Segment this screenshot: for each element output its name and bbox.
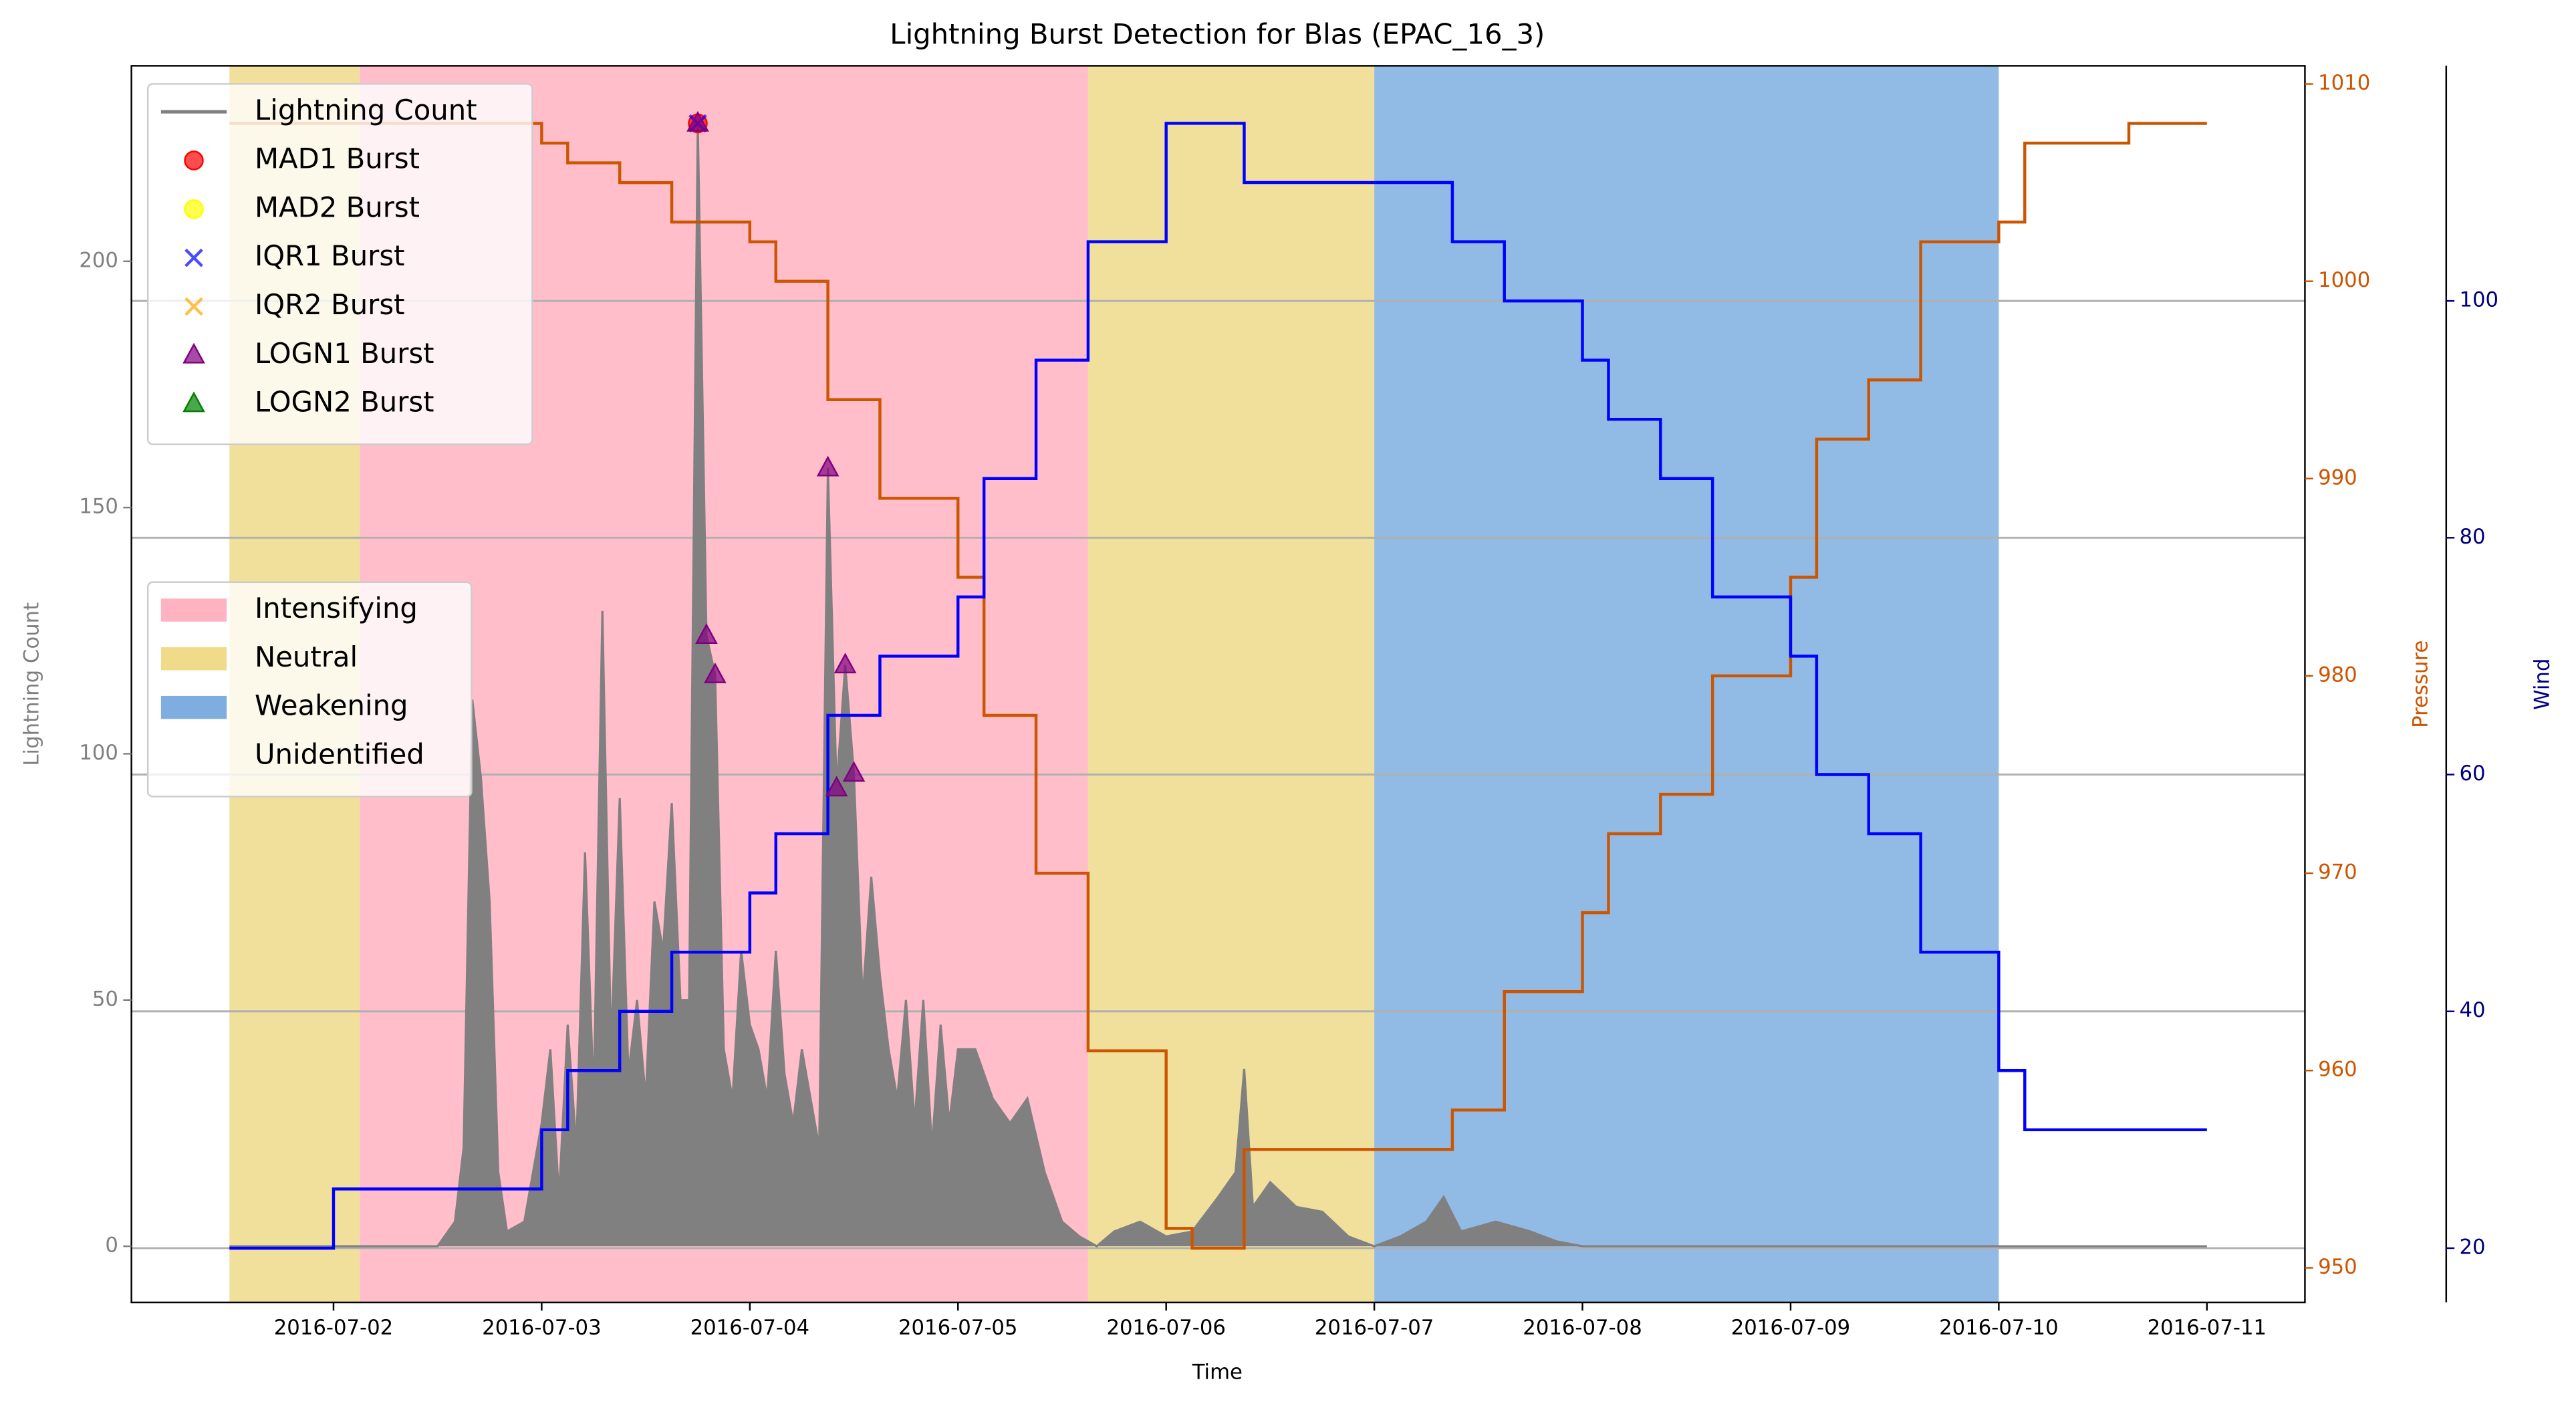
y2-tick-label: 1010 — [2318, 71, 2370, 95]
series-line — [229, 122, 2207, 1250]
burst-marker — [182, 342, 205, 364]
y3-tick-label: 100 — [2459, 288, 2498, 312]
legend-label: LOGN2 Burst — [255, 386, 434, 419]
series-line — [229, 123, 2207, 1248]
y2-tick-label: 970 — [2318, 860, 2357, 885]
series-line — [229, 122, 2207, 1250]
legend-label: Lightning Count — [255, 94, 477, 126]
x-axis-label: Time — [1192, 1360, 1243, 1384]
y-tick-label: 0 — [105, 1234, 118, 1258]
y-axis-label: Wind — [2530, 659, 2554, 710]
y3-tick-label: 80 — [2459, 525, 2485, 549]
burst-marker — [182, 391, 205, 413]
y2-tick-label: 960 — [2318, 1058, 2357, 1082]
y-tick-label: 200 — [79, 248, 118, 272]
x-tick-label: 2016-07-02 — [274, 1316, 393, 1340]
y-tick-label: 150 — [79, 495, 118, 519]
x-tick-label: 2016-07-08 — [1523, 1316, 1642, 1340]
y-axis-label: Lightning Count — [20, 602, 44, 766]
burst-marker — [184, 297, 203, 316]
legend-label: MAD1 Burst — [255, 142, 420, 175]
y3-tick-label: 20 — [2459, 1235, 2485, 1259]
burst-marker — [686, 111, 709, 132]
x-tick-label: 2016-07-10 — [1939, 1316, 2058, 1340]
y-tick-label: 100 — [79, 741, 118, 765]
y2-tick-label: 950 — [2318, 1255, 2357, 1279]
legend-box — [146, 83, 533, 445]
burst-marker — [816, 455, 840, 477]
x-tick-label: 2016-07-07 — [1315, 1316, 1434, 1340]
region-span — [1374, 66, 1999, 1303]
burst-marker — [695, 623, 718, 644]
legend-swatch — [160, 695, 227, 719]
chart-title: Lightning Burst Detection for Blas (EPAC… — [890, 18, 1545, 51]
burst-marker — [184, 150, 204, 170]
legend-label: LOGN1 Burst — [255, 337, 434, 370]
y3-tick-label: 40 — [2459, 998, 2485, 1022]
legend-label: Unidentified — [255, 737, 424, 770]
legend-label: Weakening — [255, 689, 408, 722]
y2-tick-label: 980 — [2318, 663, 2357, 687]
x-tick-label: 2016-07-11 — [2148, 1316, 2267, 1340]
legend-label: Neutral — [255, 640, 358, 673]
burst-marker — [833, 653, 857, 674]
y-tick-label: 50 — [92, 987, 118, 1011]
legend-swatch — [160, 598, 227, 622]
legend-label: IQR2 Burst — [255, 288, 404, 321]
x-tick-label: 2016-07-09 — [1731, 1316, 1850, 1340]
legend-swatch — [160, 647, 227, 671]
legend-box — [146, 581, 473, 798]
burst-marker — [842, 761, 866, 782]
x-tick-label: 2016-07-03 — [482, 1316, 601, 1340]
y3-tick-label: 60 — [2459, 761, 2485, 786]
plot-frame — [130, 65, 2306, 1304]
burst-marker — [184, 248, 203, 267]
y-axis-label: Pressure — [2408, 640, 2432, 728]
burst-marker — [825, 776, 848, 797]
legend-label: Intensifying — [255, 592, 418, 624]
y2-tick-label: 990 — [2318, 465, 2357, 489]
burst-marker — [184, 199, 204, 219]
region-span — [1087, 66, 1375, 1303]
burst-marker — [704, 663, 727, 683]
x-tick-label: 2016-07-04 — [690, 1316, 809, 1340]
y2-tick-label: 1000 — [2318, 268, 2370, 292]
x-tick-label: 2016-07-06 — [1106, 1316, 1225, 1340]
x-tick-label: 2016-07-05 — [898, 1316, 1017, 1340]
legend-swatch — [160, 744, 227, 768]
legend-label: IQR1 Burst — [255, 239, 404, 272]
legend-label: MAD2 Burst — [255, 191, 420, 223]
